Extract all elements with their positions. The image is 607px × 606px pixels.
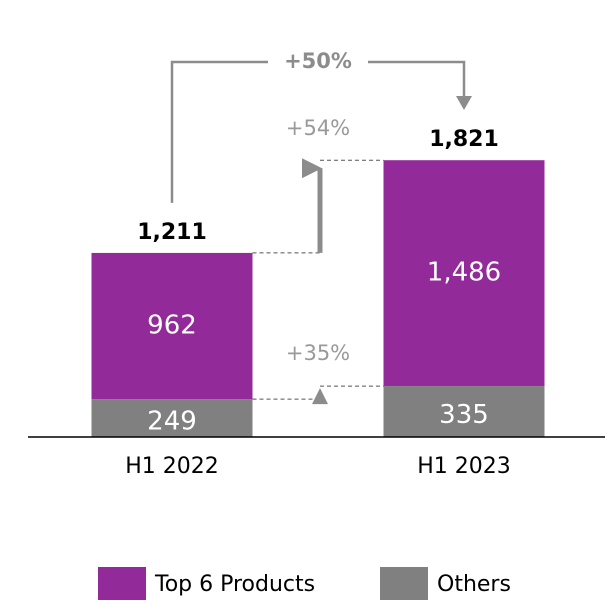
segment-label: 249	[147, 407, 197, 437]
segment-label: 1,486	[427, 258, 501, 288]
segment-label: 335	[439, 400, 489, 430]
top6-growth: +54%	[286, 116, 350, 140]
legend-label: Top 6 Products	[154, 572, 315, 597]
total-label: 1,211	[137, 220, 207, 245]
others-growth: +35%	[286, 341, 350, 365]
total-arrow	[170, 60, 466, 203]
legend-swatch	[380, 567, 428, 600]
bar-segment	[91, 252, 253, 400]
x-tick-label: H1 2023	[417, 454, 511, 479]
legend-label: Others	[437, 572, 511, 597]
segment-label: 962	[147, 311, 197, 341]
arrow-head	[456, 96, 472, 110]
bar-segment	[383, 160, 545, 387]
bar-segment	[383, 386, 545, 437]
bar-segment	[91, 399, 253, 437]
arrow-head	[312, 388, 328, 405]
x-tick-label: H1 2022	[125, 454, 219, 479]
total-growth: +50%	[284, 49, 352, 73]
total-label: 1,821	[429, 127, 499, 152]
legend-swatch	[98, 567, 146, 600]
